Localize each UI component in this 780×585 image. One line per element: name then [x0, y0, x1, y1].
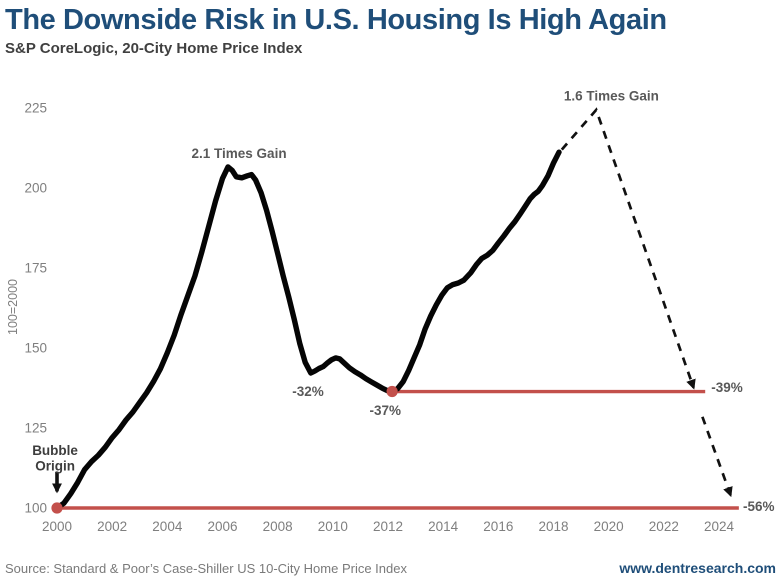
y-tick-label: 175	[24, 261, 47, 276]
annotation-bubble-origin: Bubble Origin	[32, 443, 78, 474]
x-tick-label: 2006	[207, 519, 237, 534]
x-tick-label: 2000	[42, 519, 72, 534]
annotation-line: Bubble	[32, 443, 78, 458]
x-tick-label: 2016	[483, 519, 513, 534]
x-tick-label: 2008	[263, 519, 293, 534]
annotation-1.6-times-gain: 1.6 Times Gain	[564, 88, 659, 103]
price-index-line	[54, 149, 562, 511]
website-link[interactable]: www.dentresearch.com	[619, 560, 776, 576]
chart-header: The Downside Risk in U.S. Housing Is Hig…	[5, 4, 775, 57]
x-tick-label: 2020	[594, 519, 624, 534]
y-tick-label: 100	[24, 501, 47, 516]
y-tick-label: 125	[24, 421, 47, 436]
x-tick-label: 2004	[152, 519, 183, 534]
annotation-32: -32%	[292, 384, 324, 399]
chart-subtitle: S&P CoreLogic, 20-City Home Price Index	[5, 40, 303, 57]
annotation-56: -56%	[743, 499, 775, 514]
annotation-2.1-times-gain: 2.1 Times Gain	[192, 146, 287, 161]
y-tick-label: 200	[24, 181, 47, 196]
x-tick-label: 2012	[373, 519, 403, 534]
projection-dashed-line-1	[560, 107, 696, 390]
chart-footer: Source: Standard & Poor’s Case-Shiller U…	[5, 560, 776, 576]
x-tick-label: 2002	[97, 519, 127, 534]
marker-dot-1	[51, 502, 63, 514]
y-tick-label: 150	[24, 341, 47, 356]
x-tick-label: 2014	[428, 519, 459, 534]
x-tick-label: 2022	[649, 519, 679, 534]
x-tick-label: 2010	[318, 519, 348, 534]
annotation-line: Origin	[35, 458, 75, 473]
annotation-39: -39%	[711, 380, 743, 395]
y-tick-label: 225	[24, 101, 47, 116]
marker-dot-2	[386, 385, 398, 398]
source-note: Source: Standard & Poor’s Case-Shiller U…	[5, 561, 407, 576]
page-title: The Downside Risk in U.S. Housing Is Hig…	[5, 4, 667, 36]
annotation-37: -37%	[369, 403, 401, 418]
y-axis-title: 100=2000	[6, 279, 20, 335]
x-tick-label: 2018	[538, 519, 568, 534]
projection-dashed-line-2	[701, 416, 733, 498]
x-tick-label: 2024	[704, 519, 735, 534]
